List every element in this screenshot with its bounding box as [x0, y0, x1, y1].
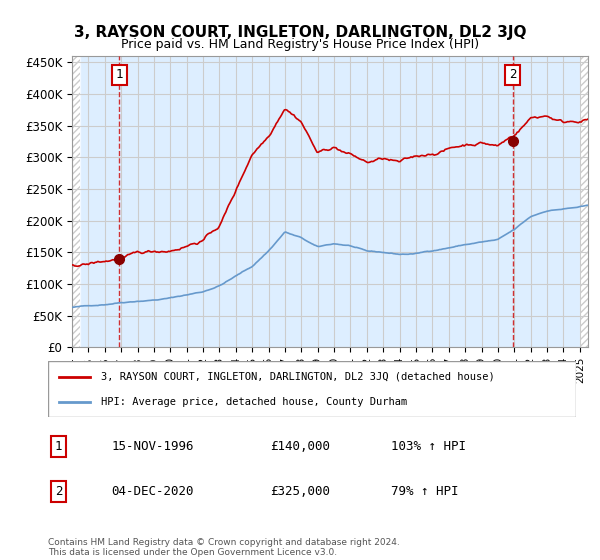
- Text: 3, RAYSON COURT, INGLETON, DARLINGTON, DL2 3JQ (detached house): 3, RAYSON COURT, INGLETON, DARLINGTON, D…: [101, 372, 494, 382]
- Text: 2: 2: [55, 485, 62, 498]
- Text: 2: 2: [509, 68, 517, 82]
- Text: 1: 1: [55, 440, 62, 453]
- Text: £325,000: £325,000: [270, 485, 330, 498]
- Bar: [72, 56, 80, 347]
- Text: Price paid vs. HM Land Registry's House Price Index (HPI): Price paid vs. HM Land Registry's House …: [121, 38, 479, 51]
- Text: 15-NOV-1996: 15-NOV-1996: [112, 440, 194, 453]
- Text: 04-DEC-2020: 04-DEC-2020: [112, 485, 194, 498]
- Text: Contains HM Land Registry data © Crown copyright and database right 2024.
This d: Contains HM Land Registry data © Crown c…: [48, 538, 400, 557]
- FancyBboxPatch shape: [48, 361, 576, 417]
- Text: £140,000: £140,000: [270, 440, 330, 453]
- Text: HPI: Average price, detached house, County Durham: HPI: Average price, detached house, Coun…: [101, 396, 407, 407]
- Bar: [580, 56, 588, 347]
- Bar: [580, 56, 588, 347]
- Text: 1: 1: [115, 68, 123, 82]
- Text: 3, RAYSON COURT, INGLETON, DARLINGTON, DL2 3JQ: 3, RAYSON COURT, INGLETON, DARLINGTON, D…: [74, 25, 526, 40]
- Bar: [72, 56, 80, 347]
- Text: 79% ↑ HPI: 79% ↑ HPI: [391, 485, 459, 498]
- Text: 103% ↑ HPI: 103% ↑ HPI: [391, 440, 466, 453]
